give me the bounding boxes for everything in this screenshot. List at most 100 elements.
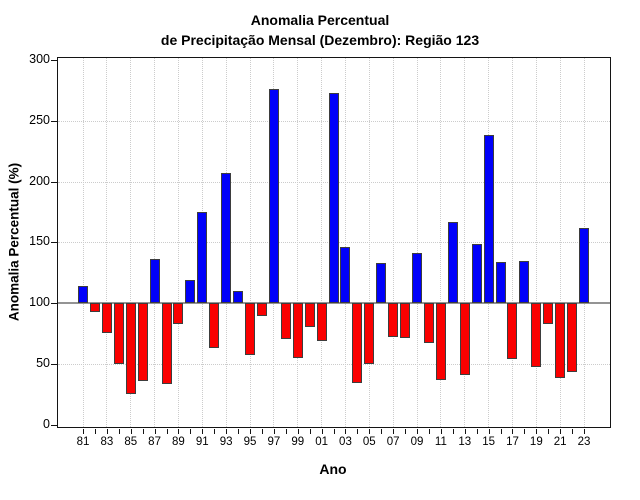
x-axis-tick <box>250 428 252 434</box>
x-axis-tick <box>572 428 574 434</box>
x-tick-label: 93 <box>219 436 233 448</box>
x-axis-tick <box>357 428 359 434</box>
x-tick-label: 91 <box>195 436 209 448</box>
bar-12 <box>447 221 458 304</box>
plot-area: 81 83 85 87 89 91 93 95 97 99 01 03 05 07 09 11 13 15 17 19… <box>29 52 611 448</box>
x-axis-tick <box>476 428 478 434</box>
bar-05 <box>364 303 375 364</box>
x-axis-tick <box>560 428 562 434</box>
bar-99 <box>292 303 303 358</box>
x-axis-tick <box>584 428 586 434</box>
x-tick-label: 83 <box>100 436 114 448</box>
chart-title: Anomalia Percentual de Precipitação Mens… <box>0 10 640 50</box>
x-axis-tick <box>536 428 538 434</box>
y-axis-tick <box>50 60 57 62</box>
x-tick-label: 85 <box>124 436 138 448</box>
x-tick-label: 23 <box>577 436 591 448</box>
bar-89 <box>173 303 184 324</box>
x-axis-tick <box>500 428 502 434</box>
y-axis-tick <box>50 363 57 365</box>
x-tick-label: 19 <box>529 436 543 448</box>
x-axis-tick <box>297 428 299 434</box>
x-tick-label: 13 <box>458 436 472 448</box>
bar-87 <box>149 259 160 304</box>
x-axis-tick <box>261 428 263 434</box>
y-axis-tick <box>50 181 57 183</box>
x-axis-tick <box>226 428 228 434</box>
chart-title-line2: de Precipitação Mensal (Dezembro): Regiã… <box>160 32 480 48</box>
x-tick-label: 07 <box>386 436 400 448</box>
bar-07 <box>388 303 399 338</box>
x-axis-tick <box>464 428 466 434</box>
x-axis-title: Ano <box>319 461 347 477</box>
bar-22 <box>567 303 578 373</box>
y-tick-label: 200 <box>29 173 50 188</box>
x-tick-label: 89 <box>172 436 185 448</box>
x-axis-tick <box>118 428 120 434</box>
x-axis-tick <box>333 428 335 434</box>
bar-02 <box>328 92 339 304</box>
bar-94 <box>233 290 244 304</box>
bar-21 <box>555 303 566 379</box>
y-axis-title: Anomalia Percentual (%) <box>6 162 22 322</box>
x-axis-tick <box>417 428 419 434</box>
x-axis-tick <box>178 428 180 434</box>
bar-82 <box>89 303 100 312</box>
bar-88 <box>161 303 172 385</box>
x-tick-label: 15 <box>482 436 495 448</box>
x-axis-tick <box>142 428 144 434</box>
x-tick-label: 03 <box>339 436 352 448</box>
x-axis-tick <box>94 428 96 434</box>
y-axis-tick <box>50 424 57 426</box>
x-axis-tick <box>285 428 287 434</box>
bar-00 <box>304 303 315 328</box>
y-axis-tick <box>50 120 57 122</box>
bar-86 <box>137 303 148 381</box>
x-axis-tick <box>345 428 347 434</box>
x-axis-tick <box>405 428 407 434</box>
bar-85 <box>125 303 136 395</box>
x-axis-tick <box>393 428 395 434</box>
x-axis-tick <box>190 428 192 434</box>
bar-03 <box>340 247 351 304</box>
bar-84 <box>113 303 124 364</box>
baseline-100pct-line <box>58 302 610 305</box>
x-axis-tick <box>166 428 168 434</box>
x-tick-label: 99 <box>291 436 305 448</box>
bar-08 <box>400 303 411 339</box>
bar-14 <box>471 243 482 304</box>
x-axis-tick <box>130 428 132 434</box>
bar-06 <box>376 262 387 304</box>
bar-16 <box>495 261 506 304</box>
x-tick-label: 17 <box>506 436 519 448</box>
bar-10 <box>423 303 434 344</box>
x-axis-tick <box>488 428 490 434</box>
x-axis-tick <box>512 428 514 434</box>
x-axis-tick <box>83 428 84 434</box>
bar-97 <box>268 89 279 304</box>
bar-96 <box>256 303 267 317</box>
bar-01 <box>316 303 327 341</box>
x-tick-label: 21 <box>553 436 567 448</box>
bar-83 <box>101 303 112 334</box>
y-axis-tick <box>50 303 57 305</box>
bar-13 <box>459 303 470 375</box>
bar-92 <box>209 303 220 348</box>
x-tick-label: 95 <box>243 436 257 448</box>
x-tick-label: 05 <box>362 436 376 448</box>
x-axis-tick <box>548 428 550 434</box>
bar-17 <box>507 303 518 359</box>
bar-15 <box>483 135 494 304</box>
y-tick-label: 300 <box>29 52 50 67</box>
bar-98 <box>280 303 291 340</box>
y-tick-label: 100 <box>29 295 50 310</box>
x-axis-tick <box>238 428 240 434</box>
x-axis-tick <box>321 428 323 434</box>
x-axis-tick <box>428 428 430 434</box>
bar-90 <box>185 279 196 304</box>
x-axis-tick <box>381 428 383 434</box>
bar-09 <box>412 253 423 304</box>
x-axis-tick <box>154 428 156 434</box>
bar-91 <box>197 211 208 304</box>
x-tick-label: 81 <box>76 436 90 448</box>
